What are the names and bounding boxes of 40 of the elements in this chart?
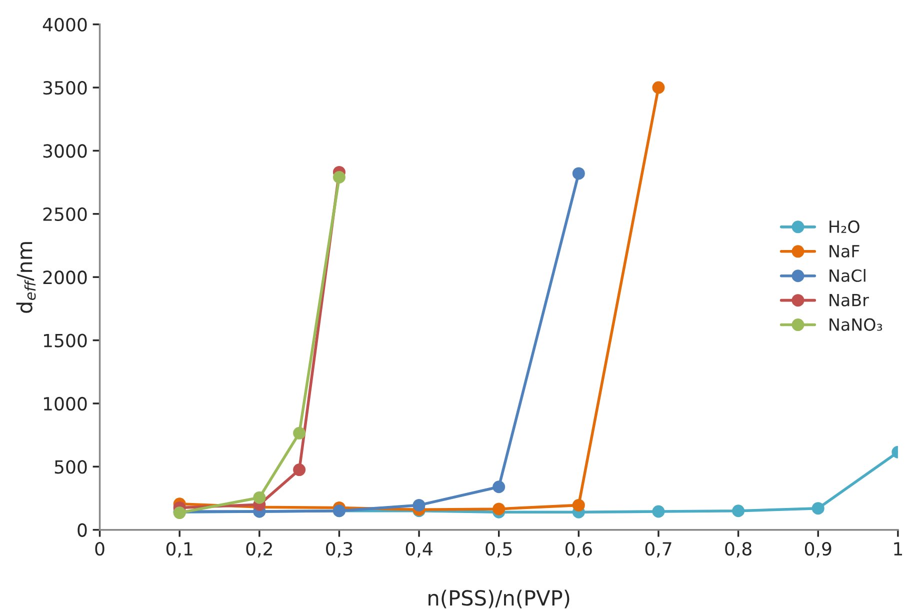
x-tick-label: 0,7 (645, 542, 672, 558)
point (332, 171, 346, 184)
y-tick-label: 0 (78, 523, 87, 537)
x-tick-label: 0,5 (486, 542, 512, 558)
y-tick-label: 3500 (43, 81, 87, 95)
legend-label: NaCl (830, 269, 866, 282)
x-tick-label: 0,9 (804, 542, 832, 558)
point (812, 502, 824, 515)
point (652, 505, 665, 518)
point (652, 81, 665, 94)
x-tick-label: 0,1 (166, 542, 192, 558)
point (492, 480, 506, 494)
point (412, 498, 426, 512)
point (253, 491, 266, 504)
y-tick-label: 2000 (43, 270, 87, 284)
x-tick-label: 0,3 (326, 542, 352, 558)
x-tick-label: 0,2 (246, 542, 272, 558)
y-tick-label: 4000 (42, 18, 87, 32)
y-axis-title: d$_{eff}$/nm (16, 242, 36, 313)
legend-label: NaF (830, 245, 860, 258)
point (732, 504, 745, 518)
x-tick-label: 0 (95, 542, 104, 556)
x-tick-label: 1 (894, 542, 902, 556)
y-tick-label: 1500 (44, 334, 87, 348)
point (572, 498, 585, 512)
legend-label: H₂O (830, 220, 860, 234)
point (572, 167, 585, 180)
x-tick-label: 0,4 (406, 542, 432, 558)
y-tick-label: 500 (54, 460, 87, 474)
point (293, 426, 306, 440)
x-axis-title: n(PSS)/n(PVP) (428, 590, 570, 608)
legend-label: NaBr (830, 294, 869, 306)
point (492, 502, 506, 516)
x-tick-label: 0,6 (566, 542, 592, 558)
point (293, 464, 306, 476)
y-tick-label: 1000 (44, 396, 87, 411)
y-tick-label: 2500 (43, 207, 87, 222)
y-tick-label: 3000 (43, 144, 87, 158)
legend-label: NaNO₃ (830, 318, 882, 331)
x-tick-label: 0,8 (725, 542, 752, 558)
